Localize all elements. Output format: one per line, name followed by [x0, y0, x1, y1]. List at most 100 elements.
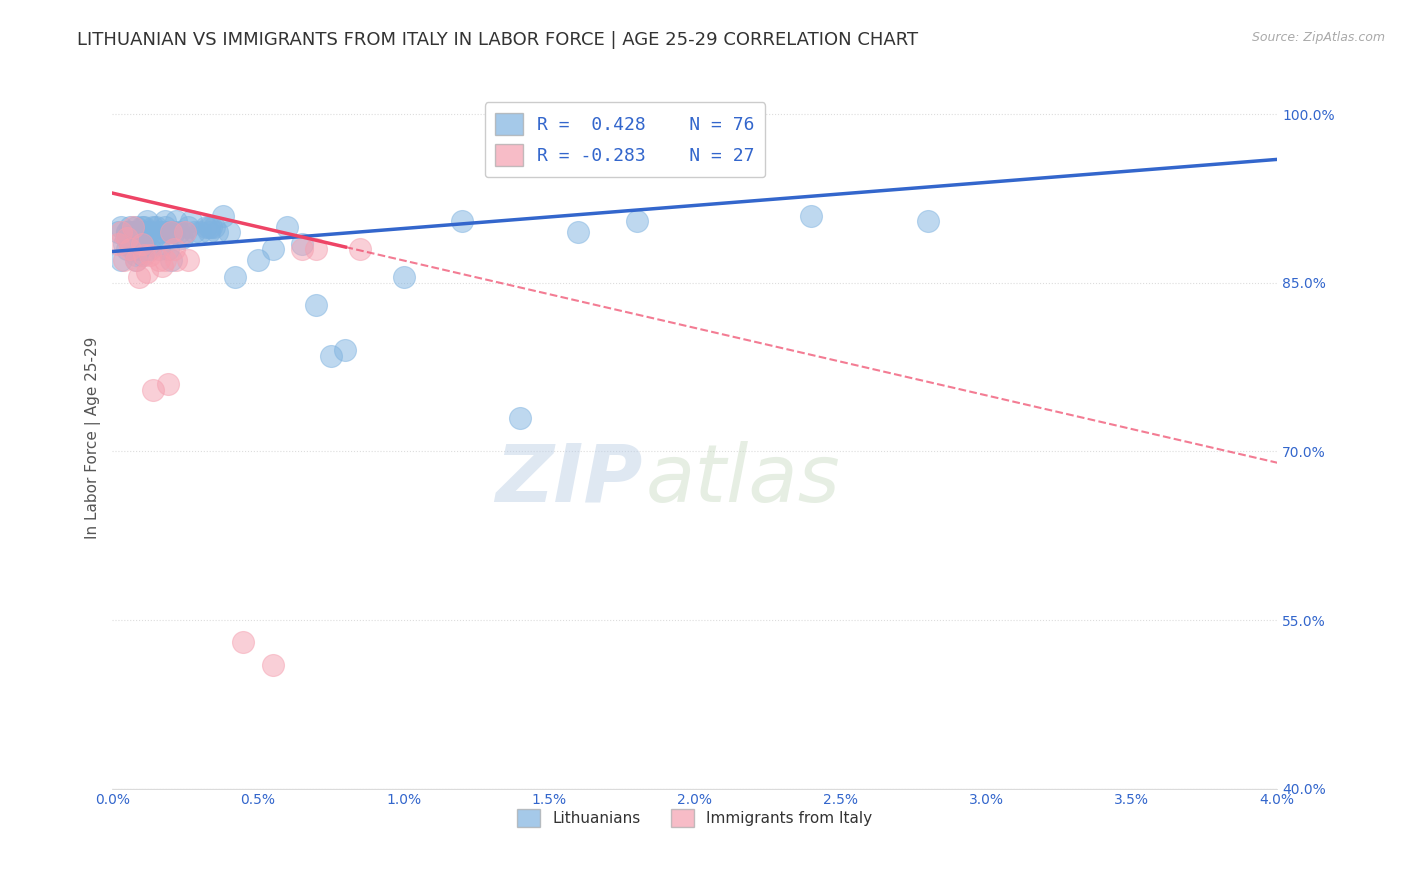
Point: [202, 219, 225, 234]
Point: [177, 219, 200, 234]
Point: [800, 209, 823, 223]
Point: [150, 259, 173, 273]
Point: [136, 265, 159, 279]
Point: [917, 214, 939, 228]
Point: [335, 343, 357, 358]
Text: Source: ZipAtlas.com: Source: ZipAtlas.com: [1251, 31, 1385, 45]
Point: [162, 242, 184, 256]
Point: [276, 219, 298, 234]
Point: [115, 231, 138, 245]
Point: [118, 226, 141, 240]
Point: [194, 219, 217, 234]
Point: [159, 226, 181, 240]
Point: [218, 226, 240, 240]
Point: [291, 242, 314, 256]
Text: ZIP: ZIP: [495, 441, 643, 518]
Point: [247, 253, 270, 268]
Point: [125, 253, 148, 268]
Point: [134, 236, 156, 251]
Point: [450, 214, 472, 228]
Point: [142, 383, 165, 397]
Point: [139, 242, 162, 256]
Point: [626, 214, 648, 228]
Point: [156, 226, 179, 240]
Point: [200, 219, 222, 234]
Point: [166, 214, 188, 228]
Point: [139, 248, 162, 262]
Point: [188, 226, 211, 240]
Point: [134, 248, 156, 262]
Y-axis label: In Labor Force | Age 25-29: In Labor Force | Age 25-29: [86, 336, 101, 539]
Point: [169, 226, 191, 240]
Point: [125, 248, 148, 262]
Point: [509, 410, 531, 425]
Point: [128, 226, 150, 240]
Point: [118, 242, 141, 256]
Point: [125, 226, 148, 240]
Point: [136, 214, 159, 228]
Point: [128, 242, 150, 256]
Point: [112, 236, 135, 251]
Point: [319, 349, 342, 363]
Point: [207, 226, 229, 240]
Point: [153, 253, 176, 268]
Point: [262, 657, 284, 672]
Point: [177, 253, 200, 268]
Point: [150, 226, 173, 240]
Point: [131, 248, 153, 262]
Point: [112, 253, 135, 268]
Point: [107, 226, 129, 240]
Point: [159, 226, 181, 240]
Point: [153, 214, 176, 228]
Point: [128, 231, 150, 245]
Point: [180, 214, 202, 228]
Point: [121, 242, 143, 256]
Point: [305, 242, 328, 256]
Point: [166, 253, 188, 268]
Point: [174, 226, 197, 240]
Point: [115, 226, 138, 240]
Point: [392, 270, 415, 285]
Point: [115, 231, 138, 245]
Point: [139, 226, 162, 240]
Point: [197, 226, 219, 240]
Point: [142, 231, 165, 245]
Point: [136, 226, 159, 240]
Point: [131, 219, 153, 234]
Point: [291, 236, 314, 251]
Point: [224, 270, 246, 285]
Point: [136, 242, 159, 256]
Point: [567, 226, 589, 240]
Point: [148, 242, 170, 256]
Point: [134, 226, 156, 240]
Point: [212, 209, 235, 223]
Point: [118, 236, 141, 251]
Point: [148, 253, 170, 268]
Legend: Lithuanians, Immigrants from Italy: Lithuanians, Immigrants from Italy: [512, 803, 879, 833]
Point: [305, 298, 328, 312]
Point: [162, 226, 184, 240]
Point: [232, 635, 254, 649]
Point: [159, 253, 181, 268]
Point: [121, 226, 143, 240]
Point: [121, 231, 143, 245]
Point: [197, 219, 219, 234]
Point: [131, 236, 153, 251]
Point: [142, 219, 165, 234]
Point: [174, 226, 197, 240]
Point: [115, 242, 138, 256]
Point: [110, 253, 132, 268]
Point: [110, 226, 132, 240]
Point: [349, 242, 371, 256]
Point: [107, 236, 129, 251]
Point: [153, 219, 176, 234]
Point: [131, 226, 153, 240]
Point: [110, 219, 132, 234]
Text: atlas: atlas: [645, 441, 841, 518]
Text: LITHUANIAN VS IMMIGRANTS FROM ITALY IN LABOR FORCE | AGE 25-29 CORRELATION CHART: LITHUANIAN VS IMMIGRANTS FROM ITALY IN L…: [77, 31, 918, 49]
Point: [262, 242, 284, 256]
Point: [125, 253, 148, 268]
Point: [145, 219, 167, 234]
Point: [121, 219, 143, 234]
Point: [134, 219, 156, 234]
